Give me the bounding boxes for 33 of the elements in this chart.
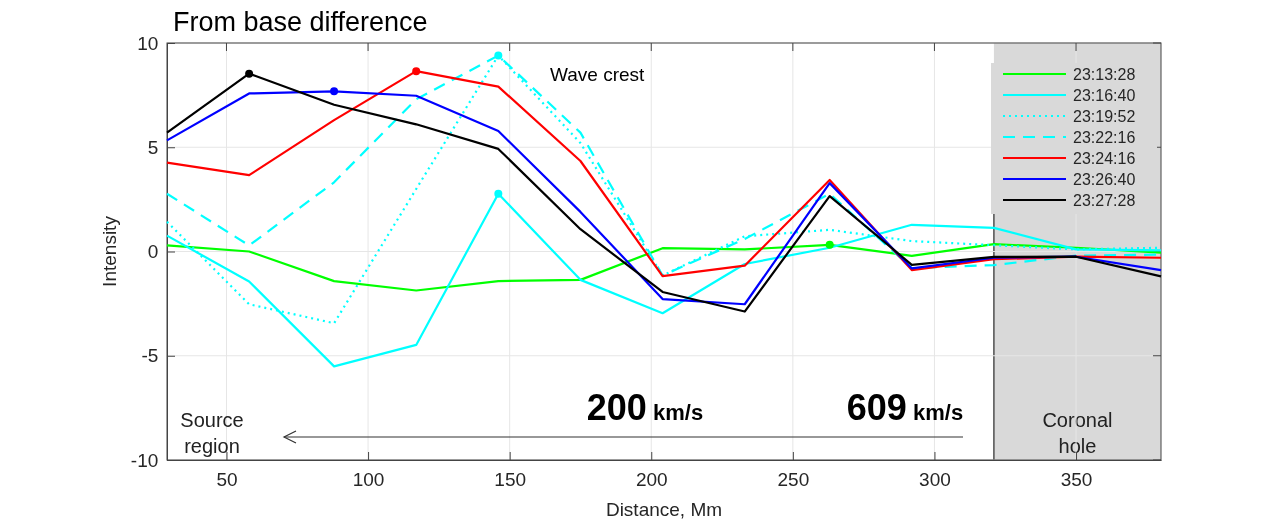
x-tick-label: 50 [216, 468, 238, 490]
legend-label: 23:13:28 [1073, 66, 1136, 83]
x-tick-label: 250 [777, 468, 810, 490]
annotation: Source region [180, 409, 244, 457]
point [494, 189, 503, 198]
annotation: Wave crest [550, 64, 646, 85]
x-tick-label: 150 [494, 468, 527, 490]
point [412, 67, 421, 76]
x-tick-label: 200 [635, 468, 668, 490]
y-tick-label: -5 [141, 345, 159, 367]
y-tick-label: 5 [147, 136, 159, 158]
legend-label: 23:27:28 [1073, 192, 1136, 209]
legend-label: 23:22:16 [1073, 129, 1136, 146]
legend-label: 23:24:16 [1073, 150, 1136, 167]
y-axis-title: Intensity [99, 215, 120, 287]
legend-label: 23:26:40 [1073, 171, 1136, 188]
point [330, 87, 339, 96]
point [494, 51, 503, 60]
x-axis-title: Distance, Mm [605, 499, 723, 520]
annotation: 609 km/s [846, 387, 964, 428]
band-label: Coronal hole [1042, 409, 1113, 457]
point [825, 240, 834, 249]
x-tick-label: 300 [919, 468, 951, 490]
point [245, 69, 254, 78]
chart-title: From base difference [173, 7, 428, 37]
x-tick-label: 350 [1060, 468, 1093, 490]
y-tick-label: 10 [137, 32, 159, 54]
y-tick-label: 0 [147, 241, 159, 263]
y-tick-label: -10 [130, 449, 159, 471]
x-tick-label: 100 [352, 468, 385, 490]
legend-label: 23:19:52 [1073, 108, 1136, 125]
annotation: 200 km/s [586, 387, 704, 428]
legend-label: 23:16:40 [1073, 87, 1136, 104]
